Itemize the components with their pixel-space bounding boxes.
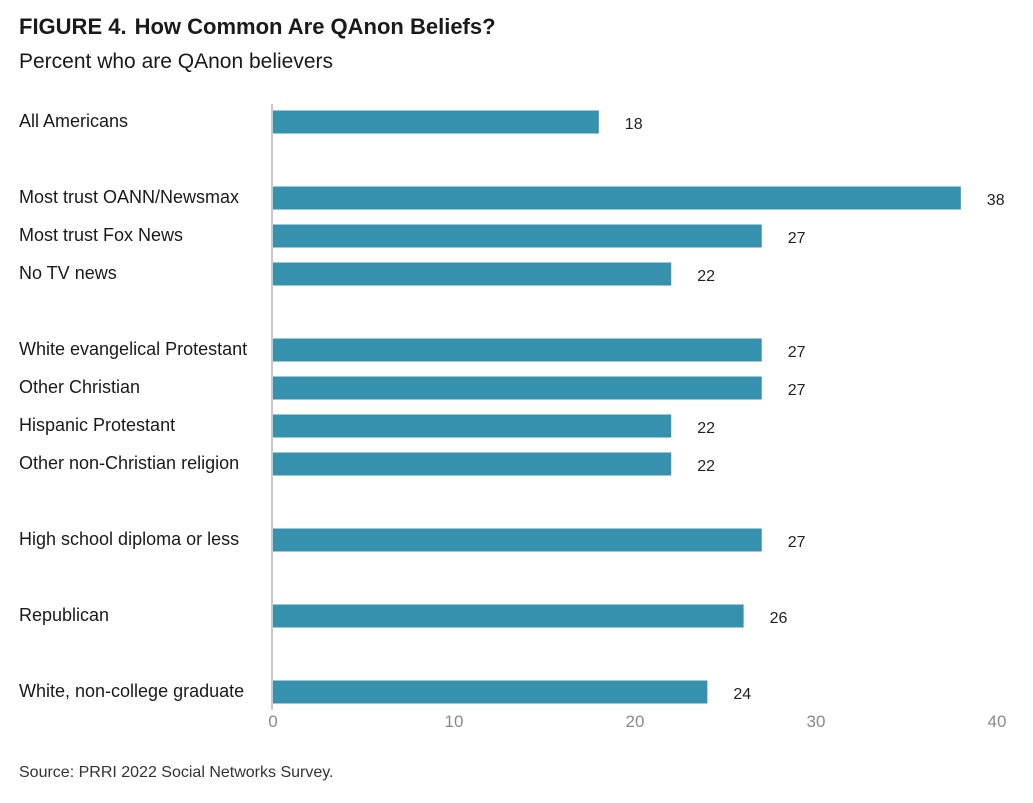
bar-1 — [273, 186, 961, 210]
value-label: 18 — [625, 116, 643, 133]
figure-title-text: How Common Are QAnon Beliefs? — [134, 14, 496, 39]
value-label: 22 — [697, 458, 715, 475]
category-label: Other Christian — [19, 377, 140, 397]
source-note: Source: PRRI 2022 Social Networks Survey… — [19, 764, 334, 781]
value-label: 38 — [987, 192, 1005, 209]
category-label: Hispanic Protestant — [19, 415, 175, 435]
chart-subtitle: Percent who are QAnon believers — [19, 50, 334, 73]
bar-5 — [273, 376, 762, 400]
value-label: 27 — [788, 534, 806, 551]
labels-layer: All Americans 18 Most trust OANN/Newsmax 38… — [19, 111, 1005, 703]
category-label: All Americans — [19, 111, 128, 131]
axis-layer: 0 10 20 30 40 — [268, 104, 1006, 731]
category-label: Republican — [19, 605, 109, 625]
bar-7 — [273, 452, 672, 476]
category-label: White evangelical Protestant — [19, 339, 247, 359]
chart-title: FIGURE 4. How Common Are QAnon Beliefs? — [19, 14, 496, 40]
value-label: 27 — [788, 344, 806, 361]
value-label: 22 — [697, 420, 715, 437]
category-label: Most trust OANN/Newsmax — [19, 187, 239, 207]
x-tick-label: 10 — [445, 712, 464, 731]
bar-4 — [273, 338, 762, 362]
bar-0 — [273, 110, 599, 134]
bar-9 — [273, 604, 744, 628]
value-label: 26 — [770, 610, 788, 627]
bar-3 — [273, 262, 672, 286]
x-tick-label: 0 — [268, 712, 277, 731]
value-label: 22 — [697, 268, 715, 285]
bar-2 — [273, 224, 762, 248]
value-label: 27 — [788, 230, 806, 247]
bar-10 — [273, 680, 708, 704]
value-label: 24 — [733, 686, 751, 703]
x-tick-label: 30 — [807, 712, 826, 731]
bar-6 — [273, 414, 672, 438]
x-tick-label: 40 — [988, 712, 1007, 731]
category-label: No TV news — [19, 263, 117, 283]
bars-layer — [273, 110, 961, 704]
category-label: White, non-college graduate — [19, 681, 244, 701]
figure-label: FIGURE 4. — [19, 14, 127, 39]
category-label: Most trust Fox News — [19, 225, 183, 245]
category-label: Other non-Christian religion — [19, 453, 239, 473]
category-label: High school diploma or less — [19, 529, 239, 549]
x-tick-label: 20 — [626, 712, 645, 731]
bar-8 — [273, 528, 762, 552]
value-label: 27 — [788, 382, 806, 399]
